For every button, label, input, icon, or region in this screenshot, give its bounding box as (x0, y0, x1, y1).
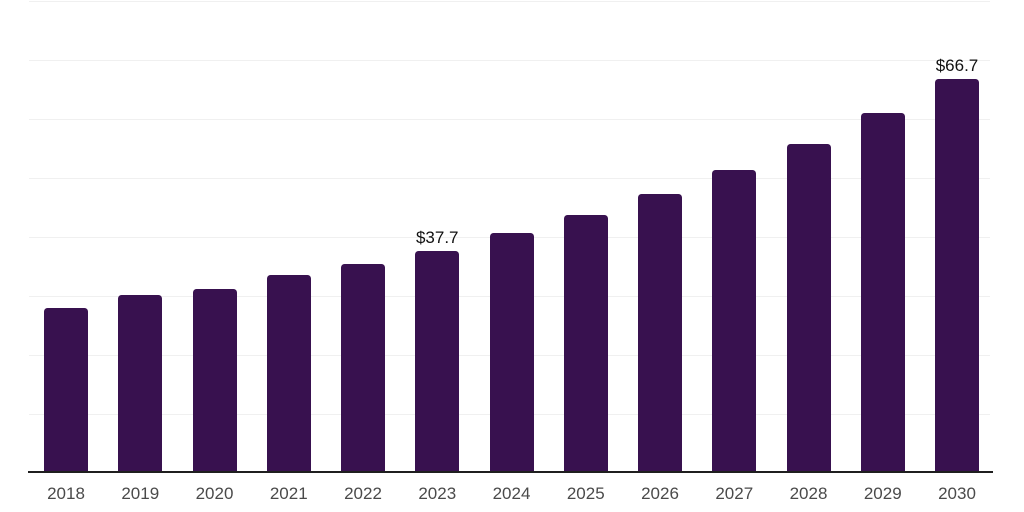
plot-area: $37.7 $66.7 (28, 1, 993, 473)
bar-2023[interactable] (415, 250, 460, 473)
bar-2025[interactable] (563, 214, 608, 473)
x-tick-2026: 2026 (641, 484, 679, 503)
bar-2024[interactable] (489, 232, 534, 473)
x-axis-labels: 2018 2019 2020 2021 2022 2023 2024 2025 2026 2027… (29, 484, 993, 508)
x-tick-2024: 2024 (492, 484, 531, 503)
x-axis-line (28, 470, 993, 473)
value-label-2023: $37.7 (415, 227, 459, 247)
gridline-70 (29, 60, 990, 61)
gridline-80 (29, 1, 990, 2)
x-tick-2029: 2029 (863, 484, 902, 503)
x-tick-2028: 2028 (789, 484, 828, 503)
bar-2019[interactable] (118, 294, 163, 473)
x-tick-2018: 2018 (47, 484, 85, 503)
x-tick-2019: 2019 (121, 484, 160, 503)
x-tick-2027: 2027 (715, 484, 754, 503)
bar-2028[interactable] (786, 144, 831, 473)
bar-2029[interactable] (860, 112, 905, 473)
gridline-50 (29, 178, 990, 179)
bar-2018[interactable] (44, 308, 88, 473)
gridline-60 (29, 119, 990, 120)
x-tick-2025: 2025 (566, 484, 605, 503)
x-tick-2021: 2021 (269, 484, 308, 503)
bar-2021[interactable] (266, 275, 311, 473)
x-tick-2020: 2020 (195, 484, 234, 503)
bar-2022[interactable] (341, 264, 385, 473)
bar-2030[interactable] (935, 79, 979, 473)
x-tick-2030: 2030 (938, 484, 976, 503)
x-tick-2023: 2023 (418, 484, 457, 503)
bar-2020[interactable] (192, 288, 237, 473)
x-tick-2022: 2022 (344, 484, 382, 503)
bar-2027[interactable] (712, 170, 757, 473)
bar-2026[interactable] (638, 193, 682, 473)
value-label-2030: $66.7 (935, 56, 979, 76)
